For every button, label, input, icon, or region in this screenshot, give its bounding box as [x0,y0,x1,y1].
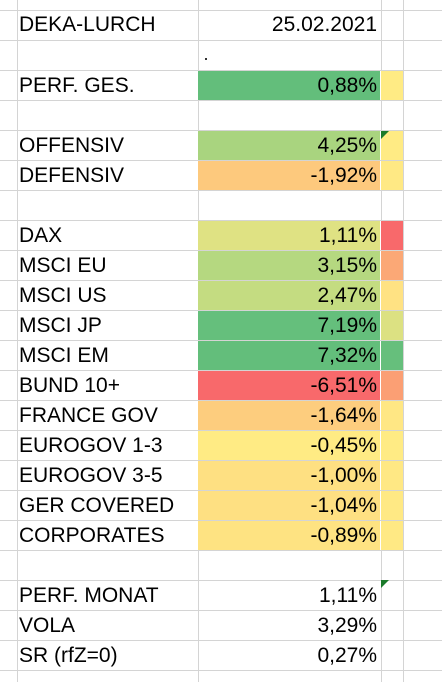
stats-row-label[interactable]: VOLA [19,614,76,637]
grid-row-line [0,100,442,101]
grid-row-line [0,430,442,431]
grid-row-line [0,550,442,551]
asset-row-label[interactable]: DAX [19,224,63,247]
sheet-name-cell[interactable]: DEKA-LURCH [19,13,156,36]
grid-row-line [0,640,442,641]
asset-row-value[interactable]: 7,19% [198,311,380,340]
asset-row-indicator[interactable] [381,281,403,310]
asset-row-label[interactable]: CORPORATES [19,524,165,547]
stats-row-label[interactable]: SR (rfZ=0) [19,644,118,667]
perf-total-value[interactable]: 0,88% [198,71,380,100]
perf-total-indicator[interactable] [381,71,403,100]
grid-row-line [0,460,442,461]
asset-row-value[interactable]: -1,64% [198,401,380,430]
strategy-row-label[interactable]: DEFENSIV [19,164,125,187]
grid-row-line [0,370,442,371]
asset-row-label[interactable]: GER COVERED [19,494,175,517]
grid-row-line [0,580,442,581]
grid-row-line [0,220,442,221]
grid-column-line [403,0,404,682]
asset-row-value[interactable]: -6,51% [198,371,380,400]
grid-row-line [0,280,442,281]
asset-row-indicator[interactable] [381,341,403,370]
strategy-row-value[interactable]: 4,25% [198,131,380,160]
grid-row-line [0,40,442,41]
stats-row-label[interactable]: PERF. MONAT [19,584,159,607]
asset-row-value[interactable]: 3,15% [198,251,380,280]
asset-row-indicator[interactable] [381,521,403,550]
asset-row-label[interactable]: MSCI US [19,284,107,307]
grid-row-line [0,130,442,131]
date-cell[interactable]: 25.02.2021 [271,13,377,36]
asset-row-label[interactable]: EUROGOV 3-5 [19,464,163,487]
stats-row-value[interactable]: 3,29% [317,614,377,637]
perf-total-label[interactable]: PERF. GES. [19,74,135,97]
asset-row-indicator[interactable] [381,251,403,280]
stats-row-value[interactable]: 0,27% [317,644,377,667]
asset-row-indicator[interactable] [381,311,403,340]
asset-row-value[interactable]: -1,00% [198,461,380,490]
strategy-row-indicator[interactable] [381,161,403,190]
asset-row-value[interactable]: -1,04% [198,491,380,520]
strategy-row-value[interactable]: -1,92% [198,161,380,190]
grid-row-line [0,340,442,341]
stats-row-value[interactable]: 1,11% [319,584,377,607]
asset-row-label[interactable]: MSCI EU [19,254,107,277]
asset-row-value[interactable]: 1,11% [198,221,380,250]
strategy-row-indicator[interactable] [381,131,403,160]
asset-row-indicator[interactable] [381,371,403,400]
grid-column-line [17,0,18,682]
grid-row-line [0,490,442,491]
grid-row-line [0,670,442,671]
grid-row-line [0,610,442,611]
comment-marker-icon [381,131,389,139]
strategy-row-label[interactable]: OFFENSIV [19,134,125,157]
grid-row-line [0,520,442,521]
grid-row-line [0,400,442,401]
asset-row-value[interactable]: 7,32% [198,341,380,370]
grid-row-line [0,310,442,311]
asset-row-value[interactable]: 2,47% [198,281,380,310]
stray-dot-mark [205,58,207,60]
asset-row-indicator[interactable] [381,461,403,490]
grid-row-line [0,10,442,11]
asset-row-label[interactable]: MSCI EM [19,344,109,367]
asset-row-label[interactable]: EUROGOV 1-3 [19,434,163,457]
grid-row-line [0,160,442,161]
asset-row-indicator[interactable] [381,431,403,460]
asset-row-value[interactable]: -0,89% [198,521,380,550]
grid-row-line [0,70,442,71]
asset-row-label[interactable]: MSCI JP [19,314,102,337]
grid-row-line [0,250,442,251]
grid-row-line [0,190,442,191]
asset-row-indicator[interactable] [381,401,403,430]
asset-row-value[interactable]: -0,45% [198,431,380,460]
asset-row-label[interactable]: BUND 10+ [19,374,120,397]
asset-row-indicator[interactable] [381,491,403,520]
comment-marker-icon [381,580,389,588]
asset-row-indicator[interactable] [381,221,403,250]
asset-row-label[interactable]: FRANCE GOV [19,404,158,427]
